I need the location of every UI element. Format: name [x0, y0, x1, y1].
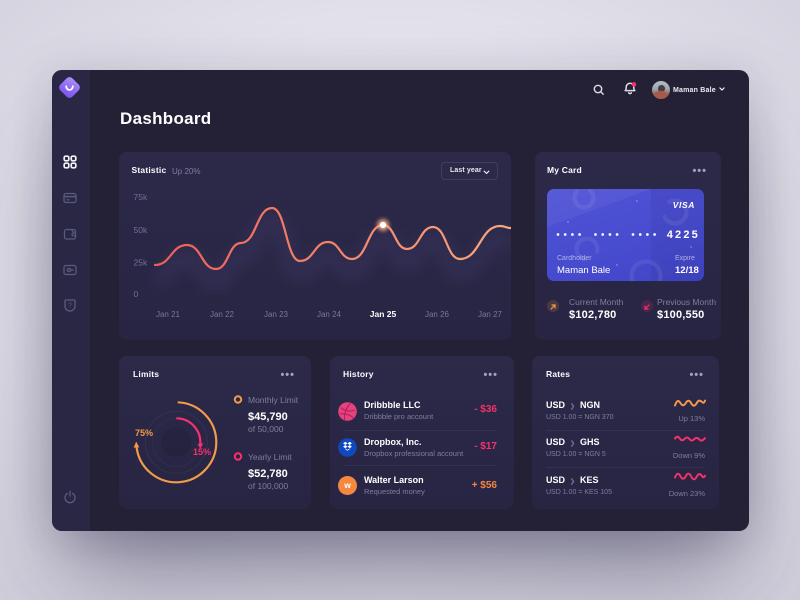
svg-text:75%: 75% [135, 428, 153, 438]
svg-text:Jan 27: Jan 27 [478, 310, 503, 319]
svg-text:25k: 25k [134, 258, 148, 268]
svg-text:Jan 21: Jan 21 [156, 310, 181, 319]
svg-text:75k: 75k [134, 192, 148, 202]
svg-text:?: ? [68, 303, 72, 310]
svg-text:Jan 26: Jan 26 [425, 310, 450, 319]
svg-text:Jan 25: Jan 25 [370, 309, 397, 319]
svg-text:15%: 15% [193, 447, 211, 457]
svg-text:Jan 22: Jan 22 [210, 310, 235, 319]
svg-text:0: 0 [134, 289, 139, 299]
svg-text:50k: 50k [134, 225, 148, 235]
svg-text:Jan 24: Jan 24 [317, 310, 342, 319]
svg-text:Jan 23: Jan 23 [264, 310, 289, 319]
